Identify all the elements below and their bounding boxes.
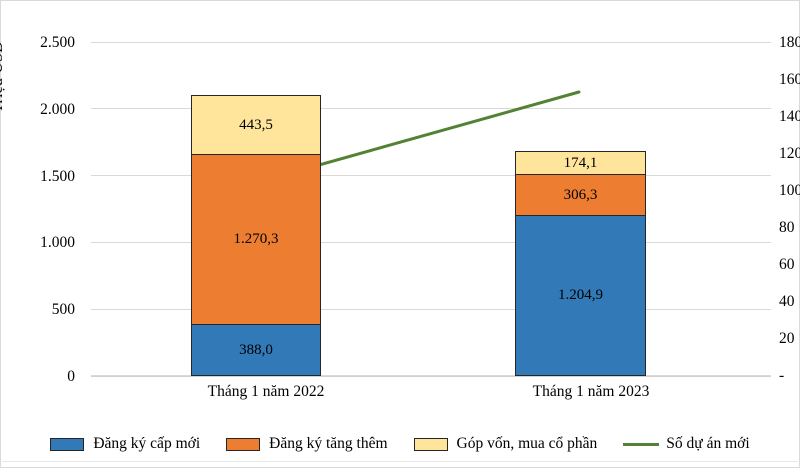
legend-item-capital-contribution[interactable]: Góp vốn, mua cổ phần [413,435,598,453]
y-axis-right: 180 160 140 120 100 80 60 40 20 - [775,1,800,469]
bar-segment-capital-contribution-2022[interactable]: 443,5 [191,95,321,155]
y2-tick-160: 160 [779,71,800,88]
legend-item-new-projects[interactable]: Số dự án mới [623,435,750,453]
y2-tick-100: 100 [779,182,800,199]
bar-segment-additional-registration-2022[interactable]: 1.270,3 [191,154,321,325]
gridline-500 [91,309,771,310]
bar-segment-capital-contribution-2023[interactable]: 174,1 [515,151,646,175]
bar-segment-additional-registration-2023[interactable]: 306,3 [515,174,646,216]
bar-label-new-registration-2023: 1.204,9 [558,287,603,303]
legend-divider [2,461,798,462]
y2-tick-20: 20 [779,330,795,347]
y-tick-2000: 2.000 [40,101,75,118]
legend-swatch-orange-icon [226,437,261,451]
bar-label-capital-contribution-2022: 443,5 [239,116,273,133]
plot-area: 443,5 1.270,3 388,0 174,1 306,3 1.204,9 [91,42,771,376]
y2-tick-80: 80 [779,219,795,236]
y2-tick-180: 180 [779,34,800,51]
legend-swatch-blue-icon [50,437,85,451]
gridline-1000 [91,242,771,243]
legend-line-green-icon [623,442,660,446]
y-tick-1000: 1.000 [40,234,75,251]
bar-segment-new-registration-2022[interactable]: 388,0 [191,324,321,376]
category-label-2022: Tháng 1 năm 2022 [207,383,325,400]
bar-segment-new-registration-2023[interactable]: 1.204,9 [515,215,646,376]
y2-tick-140: 140 [779,108,800,125]
y2-tick-40: 40 [779,293,795,310]
y2-tick-120: 120 [779,145,800,162]
legend-label-new-registration: Đăng ký cấp mới [93,435,201,453]
y-tick-2500: 2.500 [40,34,75,51]
legend-label-new-projects: Số dự án mới [666,435,750,453]
y2-tick-0: - [779,367,785,384]
legend-label-additional-registration: Đăng ký tăng thêm [269,435,388,453]
y-tick-1500: 1.500 [40,168,75,185]
y-axis-left: 2.500 2.000 1.500 1.000 500 0 [1,1,83,469]
bar-label-capital-contribution-2023: 174,1 [563,154,598,171]
legend-item-additional-registration[interactable]: Đăng ký tăng thêm [226,435,388,453]
x-axis-baseline [91,376,771,377]
gridline-2500 [91,42,771,43]
bar-label-additional-registration-2023: 306,3 [563,186,598,203]
legend-swatch-yellow-icon [413,437,448,451]
category-label-2023: Tháng 1 năm 2023 [532,383,650,400]
bar-label-new-registration-2022: 388,0 [239,341,273,358]
chart-legend: Đăng ký cấp mới Đăng ký tăng thêm Góp vố… [1,431,799,457]
gridline-0 [91,375,771,376]
y-tick-0: 0 [67,368,75,385]
y2-tick-60: 60 [779,256,795,273]
bar-label-additional-registration-2022: 1.270,3 [233,231,279,247]
y-tick-500: 500 [51,301,75,318]
legend-label-capital-contribution: Góp vốn, mua cổ phần [456,435,598,453]
legend-item-new-registration[interactable]: Đăng ký cấp mới [50,436,200,452]
